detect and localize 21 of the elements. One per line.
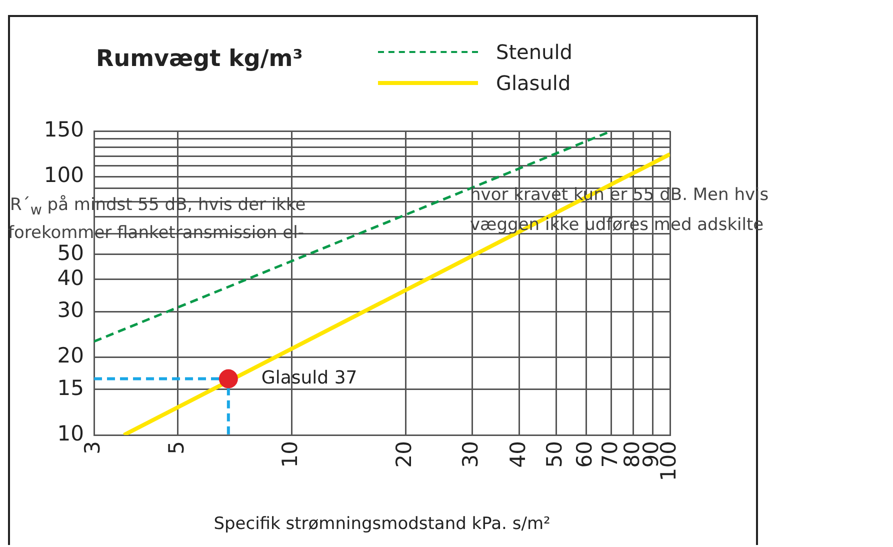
y-tick-label: 150 <box>44 117 84 142</box>
chart-title: Rumvægt kg/m³ <box>96 46 303 72</box>
y-tick-label: 40 <box>57 266 84 290</box>
x-tick-label: 5 <box>164 441 188 454</box>
y-tick-label: 15 <box>57 376 84 400</box>
x-tick-label: 10 <box>278 441 302 468</box>
x-tick-label: 30 <box>458 441 483 468</box>
y-tick-label: 20 <box>57 344 84 368</box>
x-tick-label: 40 <box>506 441 530 468</box>
legend-label: Stenuld <box>496 40 572 64</box>
x-tick-label: 50 <box>542 441 567 468</box>
legend-label: Glasuld <box>496 70 571 94</box>
x-tick-label: 3 <box>80 441 104 454</box>
y-tick-label: 30 <box>57 298 84 322</box>
y-tick-label: 100 <box>44 162 84 187</box>
x-tick-label: 70 <box>598 441 622 468</box>
x-tick-label: 80 <box>620 441 644 468</box>
x-tick-label: 20 <box>392 441 416 468</box>
y-tick-label: 50 <box>57 240 84 265</box>
x-tick-label: 60 <box>572 441 597 468</box>
x-axis-title: Specifik strømningsmodstand kPa. s/m² <box>214 514 550 534</box>
